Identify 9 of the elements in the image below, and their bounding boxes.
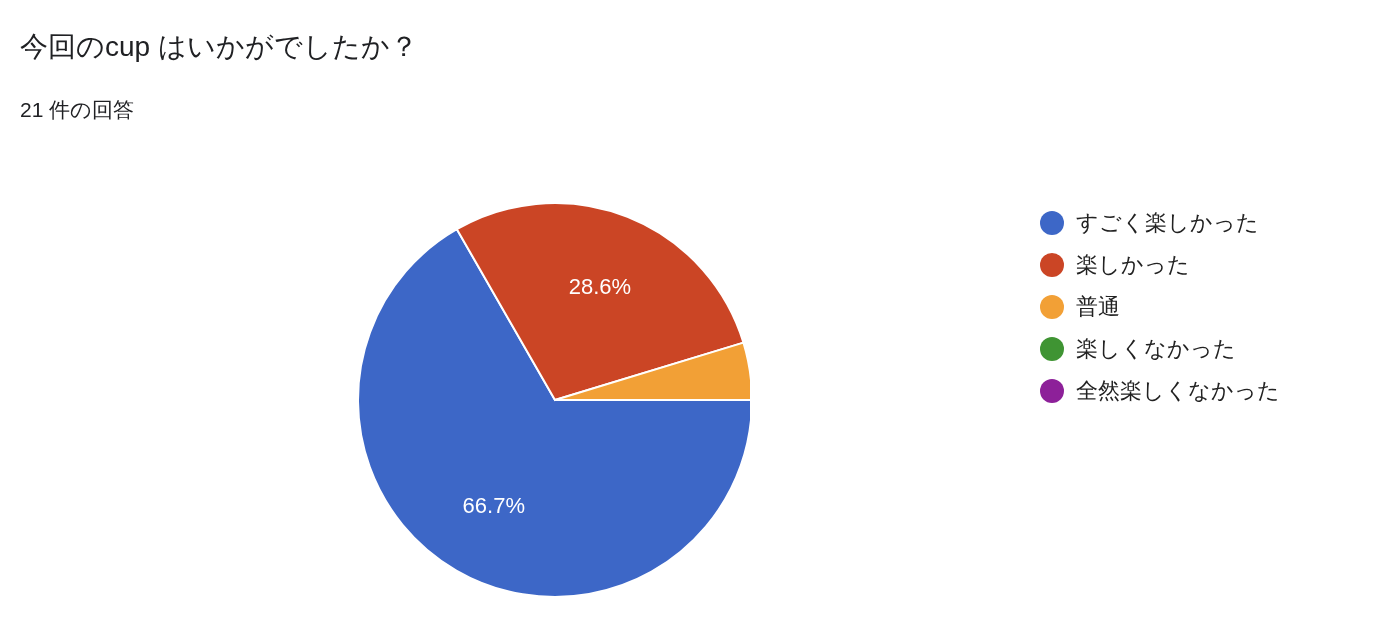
legend-label: 楽しくなかった bbox=[1076, 335, 1236, 363]
legend-label: 全然楽しくなかった bbox=[1076, 377, 1280, 405]
chart-title: 今回のcup はいかがでしたか？ bbox=[20, 30, 418, 64]
legend-label: 普通 bbox=[1076, 293, 1120, 321]
data-label: 28.6% bbox=[568, 273, 632, 299]
text: 21 件の回答 bbox=[20, 97, 135, 123]
legend-label: 楽しかった bbox=[1076, 251, 1190, 279]
data-label: 66.7% bbox=[462, 493, 526, 519]
legend-label: すごく楽しかった bbox=[1076, 209, 1259, 237]
